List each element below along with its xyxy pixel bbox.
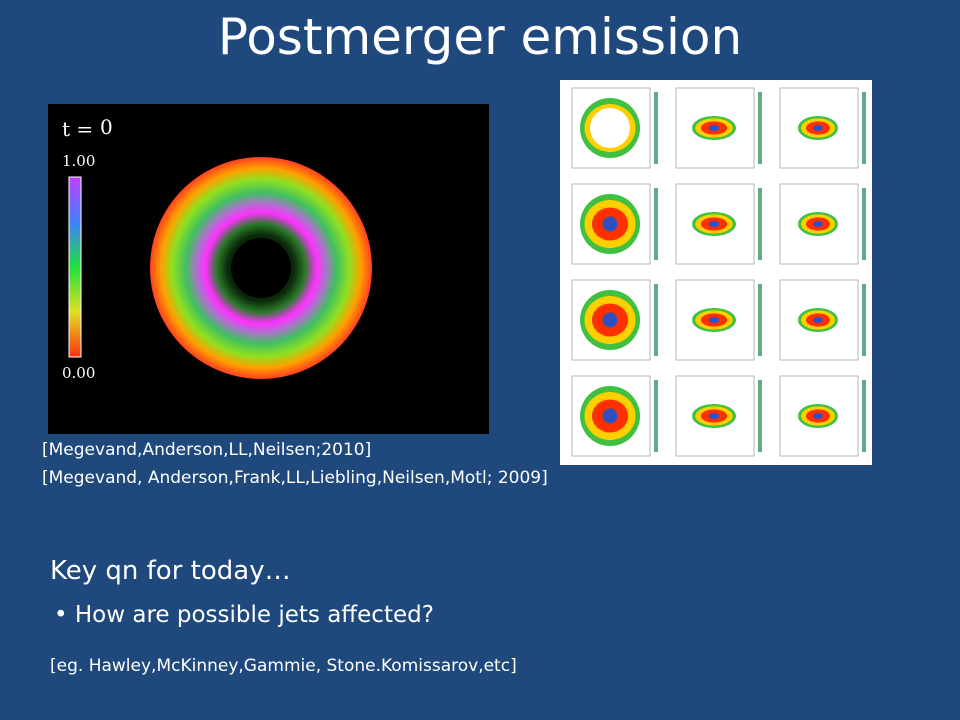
panel-grid-figure bbox=[560, 80, 872, 465]
disk-core bbox=[602, 216, 618, 232]
panel-colorbar bbox=[862, 188, 866, 260]
reference: [Megevand,Anderson,LL,Neilsen;2010] bbox=[42, 440, 372, 460]
torus-hole bbox=[231, 238, 291, 298]
colorbar-min: 0.00 bbox=[62, 364, 95, 382]
disk-core bbox=[708, 125, 720, 131]
time-label: t = bbox=[62, 117, 93, 141]
disk-core bbox=[708, 413, 720, 419]
disk-core bbox=[708, 221, 720, 227]
slide-title: Postmerger emission bbox=[217, 8, 743, 66]
key-question: Key qn for today… bbox=[50, 556, 291, 586]
panel-colorbar bbox=[862, 92, 866, 164]
bullet-text: How are possible jets affected? bbox=[74, 602, 434, 628]
panel-colorbar bbox=[654, 284, 658, 356]
panel-frame bbox=[779, 87, 859, 169]
note: [eg. Hawley,McKinney,Gammie, Stone.Komis… bbox=[50, 656, 517, 676]
disk-core bbox=[813, 317, 823, 323]
colorbar-max: 1.00 bbox=[62, 152, 95, 170]
panel-colorbar bbox=[758, 92, 762, 164]
panel-colorbar bbox=[862, 380, 866, 452]
panel-colorbar bbox=[654, 380, 658, 452]
panel-colorbar bbox=[654, 92, 658, 164]
disk-core bbox=[813, 221, 823, 227]
panel-colorbar bbox=[758, 284, 762, 356]
colorbar bbox=[68, 176, 82, 358]
disk-core bbox=[708, 317, 720, 323]
reference: [Megevand, Anderson,Frank,LL,Liebling,Ne… bbox=[42, 468, 548, 488]
panel-colorbar bbox=[758, 188, 762, 260]
bullet-item: • How are possible jets affected? bbox=[54, 602, 434, 628]
panel-colorbar bbox=[758, 380, 762, 452]
disk-core bbox=[813, 413, 823, 419]
torus-figure: t = 0 1.00 0.00 bbox=[48, 104, 489, 434]
disk-core bbox=[602, 408, 618, 424]
time-value: 0 bbox=[100, 115, 113, 139]
disk-core bbox=[813, 125, 823, 131]
disk-core bbox=[590, 108, 630, 148]
disk-core bbox=[602, 312, 618, 328]
panel-colorbar bbox=[862, 284, 866, 356]
panel-colorbar bbox=[654, 188, 658, 260]
